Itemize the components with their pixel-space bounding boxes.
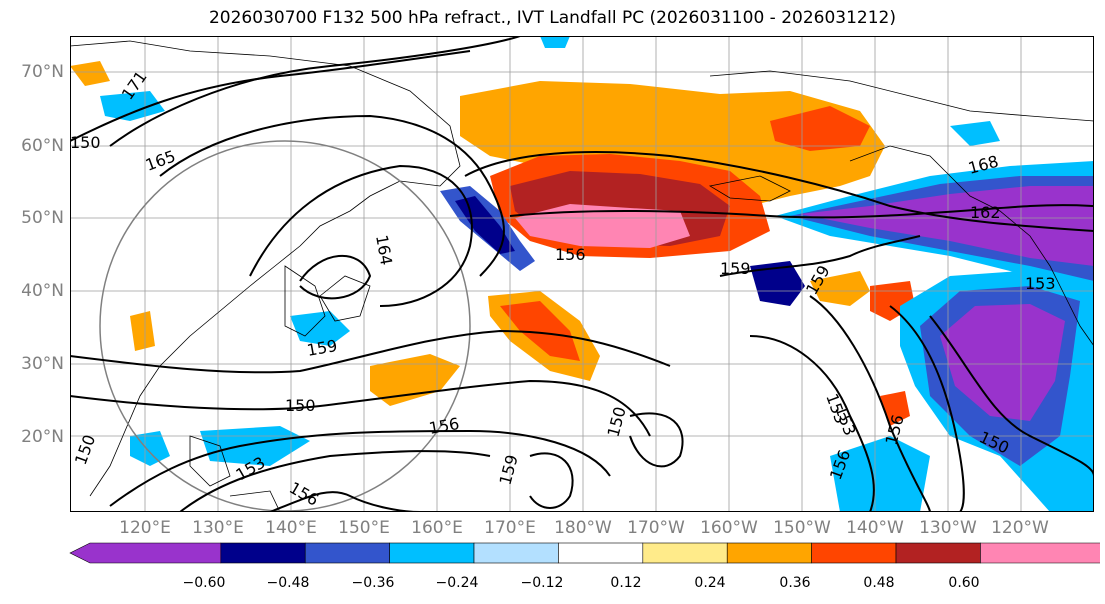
colorbar-tick-label: 0.48 xyxy=(863,575,895,591)
colorbar-tick-label: −0.48 xyxy=(266,575,310,591)
colorbar-segment xyxy=(304,542,390,564)
colorbar-segment xyxy=(389,542,475,564)
lon-label-170w: 170°W xyxy=(627,518,685,538)
colorbar-segment xyxy=(642,542,728,564)
colorbar-tick-label: −0.36 xyxy=(351,575,395,591)
lon-label-130e: 130°E xyxy=(192,518,244,538)
lat-label-40n: 40°N xyxy=(21,281,64,301)
lon-label-120w: 120°W xyxy=(991,518,1049,538)
colorbar-segment xyxy=(811,542,897,564)
map-graticule xyxy=(70,36,1094,512)
lon-label-140w: 140°W xyxy=(846,518,904,538)
negative-anomaly-fields xyxy=(100,36,1094,512)
map-frame xyxy=(70,36,1094,512)
lon-label-150w: 150°W xyxy=(773,518,831,538)
map-panel: 171 168 165 164 162 159 156 153 150 159 … xyxy=(70,36,1094,512)
lon-label-120e: 120°E xyxy=(119,518,171,538)
contour-label: 150 xyxy=(285,396,316,415)
contour-label: 153 xyxy=(1025,274,1056,293)
colorbar-tick-label: −0.60 xyxy=(182,575,226,591)
lon-label-150e: 150°E xyxy=(338,518,390,538)
contour-label: 162 xyxy=(970,203,1001,222)
contour-label: 156 xyxy=(555,245,586,264)
lat-label-20n: 20°N xyxy=(21,427,64,447)
contour-label: 150 xyxy=(70,133,101,152)
lon-label-160w: 160°W xyxy=(700,518,758,538)
lat-label-50n: 50°N xyxy=(21,208,64,228)
contour-label-group: 171 168 165 164 162 159 156 153 150 159 … xyxy=(70,67,1056,509)
colorbar-tick-label: −0.24 xyxy=(435,575,479,591)
contour-label: 159 xyxy=(720,259,751,278)
lon-label-180w: 180°W xyxy=(554,518,612,538)
colorbar-tick-label: 0.12 xyxy=(610,575,642,591)
lat-label-70n: 70°N xyxy=(21,62,64,82)
colorbar-tick-label: 0.36 xyxy=(779,575,811,591)
lat-label-30n: 30°N xyxy=(21,354,64,374)
map-canvas: 171 168 165 164 162 159 156 153 150 159 … xyxy=(70,36,1094,512)
colorbar-tick-label: −0.12 xyxy=(520,575,564,591)
colorbar-segment xyxy=(895,542,981,564)
colorbar-segment xyxy=(726,542,812,564)
colorbar xyxy=(69,542,1100,564)
colorbar-segment xyxy=(220,542,306,564)
map-title: 2026030700 F132 500 hPa refract., IVT La… xyxy=(208,8,896,28)
lon-label-160e: 160°E xyxy=(411,518,463,538)
lon-label-130w: 130°W xyxy=(919,518,977,538)
colorbar-segment xyxy=(558,542,644,564)
colorbar-segment xyxy=(69,542,222,564)
lon-label-170e: 170°E xyxy=(484,518,536,538)
lat-label-60n: 60°N xyxy=(21,136,64,156)
colorbar-segments xyxy=(69,542,1100,564)
colorbar-tick-label: 0.60 xyxy=(948,575,980,591)
colorbar-tick-label: 0.24 xyxy=(694,575,726,591)
height-contours xyxy=(70,36,1094,512)
colorbar-segment xyxy=(473,542,559,564)
colorbar-segment xyxy=(980,542,1100,564)
lon-label-140e: 140°E xyxy=(265,518,317,538)
